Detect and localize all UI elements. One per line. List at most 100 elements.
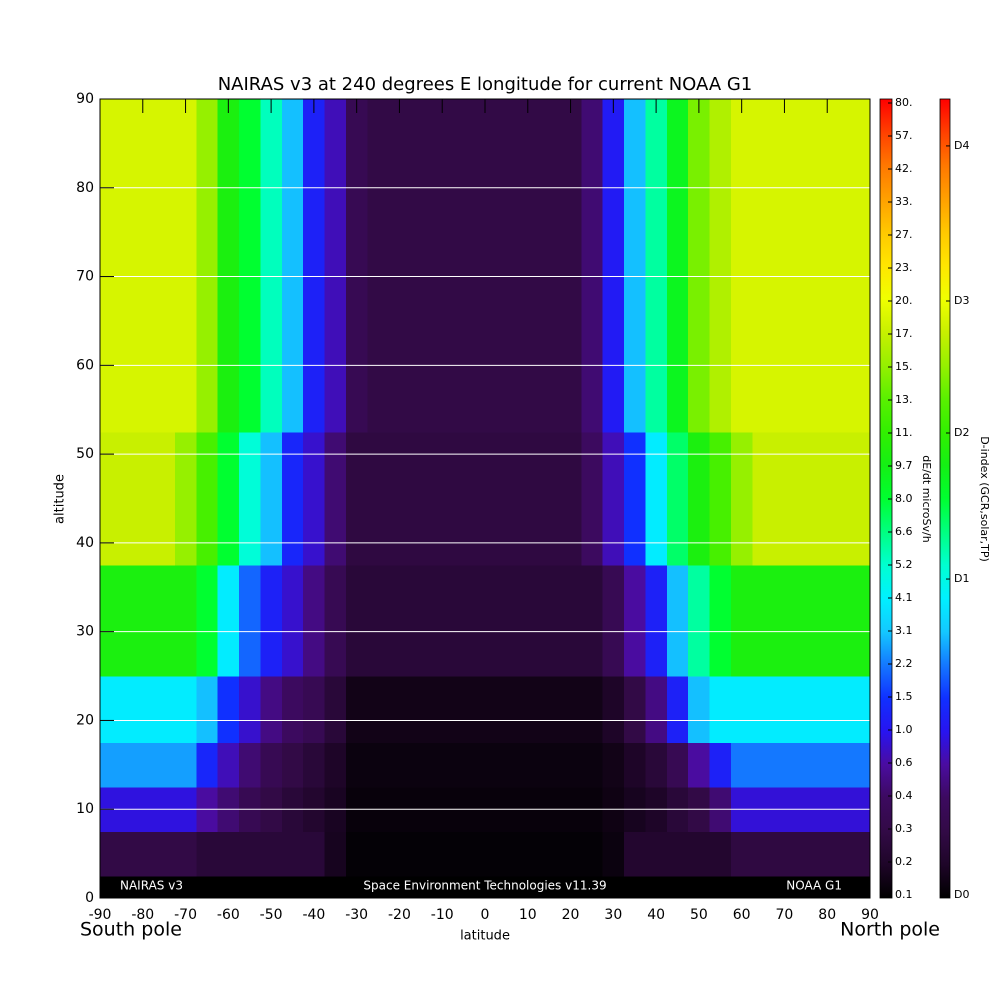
y-tick-label: 80 [76,180,94,196]
heat-cell [645,431,668,566]
heat-cell [132,831,155,877]
heat-cell [837,165,860,300]
heat-cell [174,831,197,877]
heat-cell [100,676,112,744]
heat-cell [517,565,540,677]
heat-cell [132,165,155,300]
colorbar-tick-label: 8.0 [895,492,913,505]
heat-cell [196,676,219,744]
heat-cell [581,875,604,899]
heat-cell [837,676,860,744]
x-tick-label: -90 [89,907,112,923]
d-index-tick-label: D1 [954,572,969,585]
heat-cell [410,742,433,788]
heat-cell [709,99,732,167]
heat-cell [452,676,475,744]
heat-cell [345,99,368,167]
heat-cell [559,676,582,744]
heat-cell [410,165,433,300]
colorbar-tick-label: 15. [895,360,913,373]
heat-cell [174,99,197,167]
heat-cell [730,99,753,167]
heat-cell [688,165,711,300]
heat-cell [474,99,497,167]
heat-cell [752,431,775,566]
heat-cell [666,431,689,566]
heat-cell [624,165,647,300]
heat-cell [388,831,411,877]
heat-cell [239,676,262,744]
heat-cell [474,165,497,300]
heat-cell [217,831,240,877]
colorbar-tick-label: 1.5 [895,690,913,703]
heat-cell [645,99,668,167]
heat-cell [260,676,283,744]
colorbar-tick-label: 6.6 [895,525,913,538]
y-tick-label: 0 [85,890,94,906]
heat-cell [153,99,176,167]
x-tick-label: 80 [818,907,836,923]
heat-cell [816,165,839,300]
d-index-bar [939,98,951,899]
heat-cell [452,99,475,167]
colorbar-tick-label: 33. [895,195,913,208]
heat-cell [795,431,818,566]
heat-cell [602,742,625,788]
heat-cell [517,165,540,300]
heat-cell [538,431,561,566]
heat-cell [239,831,262,877]
heat-cell [688,99,711,167]
heat-cell [816,431,839,566]
heat-cell [495,165,518,300]
heat-cell [324,565,347,677]
heat-cell [559,431,582,566]
heat-cell [174,676,197,744]
heat-cell [624,875,647,899]
heat-cell [324,875,347,899]
heat-cell [132,431,155,566]
heat-cell [581,165,604,300]
heat-cell [795,565,818,677]
heat-cell [859,99,871,167]
d-index-label: D-index (GCR,solar,TP) [978,436,991,562]
heat-cell [132,676,155,744]
heat-cell [624,742,647,788]
heat-cell [367,565,390,677]
colorbar-tick-label: 42. [895,162,913,175]
heat-cell [837,565,860,677]
heat-cell [196,565,219,677]
x-tick-label: 0 [481,907,490,923]
d-index-tick-label: D0 [954,888,969,901]
heat-cell [666,831,689,877]
heat-cell [388,742,411,788]
heat-cell [602,165,625,300]
heat-cell [495,831,518,877]
heat-cell [367,875,390,899]
colorbar-tick-label: 0.1 [895,888,913,901]
heat-cell [538,165,561,300]
heat-cell [795,742,818,788]
heat-cell [666,565,689,677]
heat-cell [303,431,326,566]
x-tick-label: 70 [776,907,794,923]
heat-cell [196,431,219,566]
heat-cell [837,742,860,788]
colorbar-tick-label: 57. [895,129,913,142]
heat-cell [666,875,689,899]
heat-cell [431,565,454,677]
heat-cell [260,742,283,788]
y-axis-label: altitude [53,474,68,524]
heat-cell [602,431,625,566]
heat-cell [795,875,818,899]
heat-cell [153,742,176,788]
heat-cell [688,676,711,744]
heat-cell [345,831,368,877]
heat-cell [281,565,304,677]
heat-cell [752,99,775,167]
heat-cell [538,99,561,167]
heat-cell [410,831,433,877]
y-tick-label: 90 [76,91,94,107]
heat-cell [153,875,176,899]
heat-cell [773,742,796,788]
annotation: Space Environment Technologies v11.39 [363,879,606,893]
